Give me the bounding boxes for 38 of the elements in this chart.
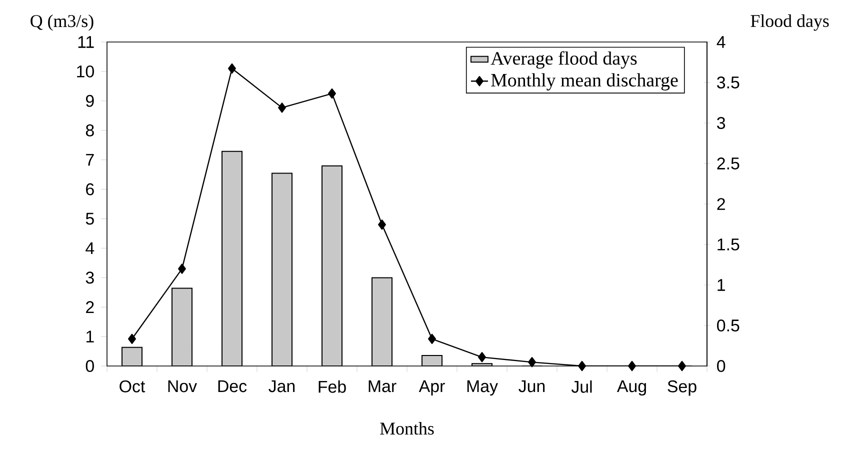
- x-tick-label: Jul: [571, 380, 592, 393]
- x-tick-label: Apr: [418, 380, 445, 396]
- legend-label: Average flood days: [490, 51, 637, 69]
- y-tick-label: 0: [86, 360, 94, 372]
- y-tick-label: 10: [77, 65, 94, 78]
- y-tick-label: 8: [86, 124, 94, 136]
- x-tick-label: May: [467, 380, 498, 396]
- y2-axis-title: Flood days: [750, 14, 829, 31]
- y2-tick-label: 0.5: [717, 320, 740, 332]
- y2-tick-label: 0: [717, 360, 726, 372]
- x-tick-label: Sep: [668, 380, 696, 396]
- y-tick-label: 9: [86, 94, 94, 107]
- x-tick-label: Mar: [368, 380, 396, 392]
- y2-tick-label: 3: [717, 117, 726, 129]
- y-tick-label: 7: [86, 154, 94, 166]
- y-axis-title: Q (m3/s): [30, 14, 94, 31]
- y-tick-label: 6: [86, 183, 94, 196]
- x-tick-label: Jan: [268, 380, 295, 392]
- y2-tick-label: 2: [717, 198, 725, 210]
- x-tick-label: Dec: [218, 380, 247, 392]
- legend-label: Monthly mean discharge: [491, 73, 678, 90]
- y2-tick-label: 1.5: [718, 238, 740, 250]
- y-tick-label: 4: [86, 242, 94, 254]
- y-tick-label: 11: [78, 36, 94, 48]
- y-tick-label: 5: [86, 212, 94, 225]
- x-tick-label: Jun: [518, 380, 545, 392]
- y2-tick-label: 2.5: [717, 158, 740, 170]
- y-tick-label: 3: [86, 272, 94, 284]
- x-tick-label: Aug: [616, 380, 646, 396]
- y2-tick-label: 1: [718, 279, 725, 291]
- x-tick-label: Feb: [318, 380, 346, 393]
- x-tick-label: Oct: [120, 380, 146, 392]
- x-axis-title: Months: [380, 422, 434, 435]
- y-tick-label: 1: [86, 330, 94, 342]
- y2-tick-label: 4: [716, 36, 726, 48]
- y-tick-label: 2: [86, 301, 94, 314]
- y2-tick-label: 3.5: [717, 76, 740, 88]
- x-tick-label: Nov: [168, 380, 197, 392]
